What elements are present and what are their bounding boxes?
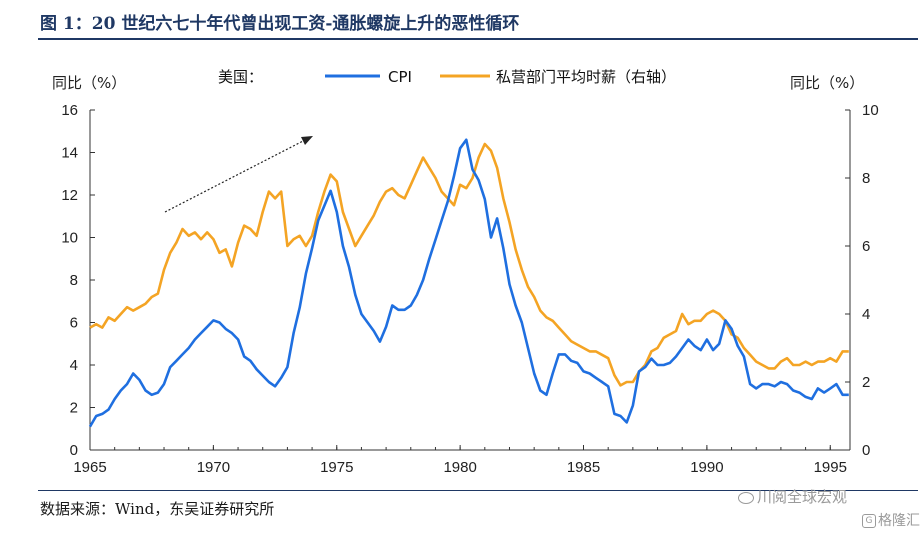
trend-arrow bbox=[164, 139, 306, 213]
left-tick-label: 12 bbox=[61, 187, 78, 204]
x-tick-label: 1995 bbox=[814, 459, 847, 476]
left-tick-label: 16 bbox=[61, 102, 78, 119]
legend-label-wages: 私营部门平均时薪（右轴） bbox=[496, 68, 676, 86]
right-axis-label: 同比（%） bbox=[790, 74, 864, 92]
x-tick-label: 1990 bbox=[690, 459, 723, 476]
chart-legend: 美国： CPI 私营部门平均时薪（右轴） bbox=[218, 68, 676, 86]
x-tick-label: 1970 bbox=[197, 459, 230, 476]
left-tick-label: 8 bbox=[70, 272, 78, 289]
series-line-cpi bbox=[88, 138, 849, 428]
wechat-icon bbox=[738, 491, 754, 504]
chart-lines bbox=[88, 138, 849, 428]
series-line-wages bbox=[89, 142, 849, 387]
source-rule bbox=[38, 490, 918, 491]
left-tick-label: 10 bbox=[61, 230, 78, 247]
x-tick-label: 1985 bbox=[567, 459, 600, 476]
left-tick-label: 2 bbox=[70, 400, 78, 417]
chart-title: 图 1：20 世纪六七十年代曾出现工资-通胀螺旋上升的恶性循环 bbox=[40, 14, 520, 34]
legend-label-cpi: CPI bbox=[388, 68, 412, 86]
watermark-text: 川阅全球宏观 bbox=[757, 488, 848, 506]
left-tick-label: 6 bbox=[70, 315, 78, 332]
right-tick-label: 2 bbox=[862, 374, 870, 391]
trend-arrow-head bbox=[301, 136, 313, 145]
title-rule bbox=[38, 38, 918, 40]
source-note: 数据来源：Wind，东吴证券研究所 bbox=[40, 500, 275, 518]
left-tick-label: 14 bbox=[61, 145, 78, 162]
watermark-brand-text: 格隆汇 bbox=[878, 513, 920, 529]
right-tick-label: 4 bbox=[862, 306, 870, 323]
watermark-wechat: 川阅全球宏观 bbox=[738, 486, 847, 507]
right-tick-label: 8 bbox=[862, 170, 870, 187]
x-tick-label: 1975 bbox=[320, 459, 353, 476]
title-bar: 图 1：20 世纪六七十年代曾出现工资-通胀螺旋上升的恶性循环 bbox=[0, 0, 923, 40]
left-tick-label: 4 bbox=[70, 357, 78, 374]
right-tick-label: 10 bbox=[862, 102, 879, 119]
brand-logo-icon: G bbox=[862, 514, 876, 528]
left-tick-label: 0 bbox=[70, 442, 78, 459]
x-tick-label: 1965 bbox=[73, 459, 106, 476]
watermark-brand: G 格隆汇 bbox=[862, 510, 920, 530]
right-tick-label: 6 bbox=[862, 238, 870, 255]
x-tick-label: 1980 bbox=[443, 459, 476, 476]
left-axis-label: 同比（%） bbox=[52, 74, 126, 92]
right-tick-label: 0 bbox=[862, 442, 870, 459]
chart-ticks: 0 2 4 6 8 10 12 14 16 0 2 4 6 8 10 1965 1970 1975 1980 1985… bbox=[52, 74, 879, 476]
chart-annotations bbox=[164, 136, 313, 213]
legend-prefix: 美国： bbox=[218, 68, 263, 86]
